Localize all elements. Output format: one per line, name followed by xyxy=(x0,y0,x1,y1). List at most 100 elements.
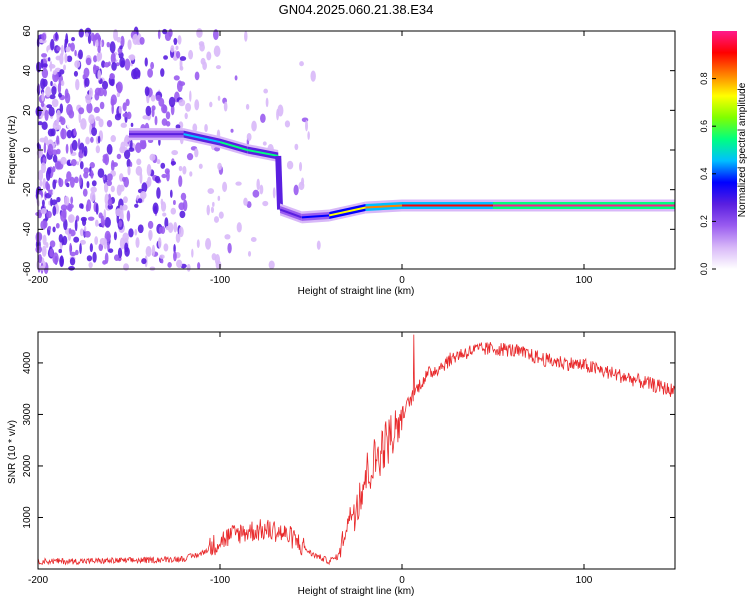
noise-blob xyxy=(162,28,168,35)
noise-blob xyxy=(176,80,183,93)
noise-blob xyxy=(118,220,123,228)
noise-blob xyxy=(164,31,172,42)
spectrogram-marks xyxy=(35,26,675,275)
noise-blob xyxy=(56,196,61,203)
noise-blob xyxy=(182,199,188,212)
noise-blob xyxy=(69,257,76,266)
noise-blob xyxy=(294,143,299,151)
noise-blob xyxy=(78,111,82,124)
noise-blob xyxy=(170,45,175,53)
noise-blob xyxy=(131,68,138,80)
noise-blob xyxy=(88,261,93,269)
noise-blob xyxy=(113,254,120,262)
colorbar-ticks: 0.0 0.2 0.4 0.6 0.8 xyxy=(699,72,716,275)
noise-blob xyxy=(213,216,220,223)
noise-blob xyxy=(299,161,303,172)
noise-blob xyxy=(95,116,101,121)
noise-blob xyxy=(122,232,129,243)
noise-blob xyxy=(80,118,87,130)
noise-blob xyxy=(52,154,58,163)
noise-blob xyxy=(64,196,70,206)
noise-blob xyxy=(97,154,103,162)
noise-blob xyxy=(59,53,64,65)
noise-blob xyxy=(179,210,186,219)
noise-blob xyxy=(152,202,159,215)
noise-blob xyxy=(129,138,133,150)
noise-blob xyxy=(97,45,101,53)
noise-blob xyxy=(41,161,47,174)
noise-blob xyxy=(206,51,212,61)
noise-blob xyxy=(169,189,173,198)
noise-blob xyxy=(125,98,130,107)
noise-blob xyxy=(171,150,179,156)
noise-blob xyxy=(151,105,156,111)
snr-marks xyxy=(37,334,676,566)
colorbar-tick-label: 0.6 xyxy=(699,120,709,133)
noise-blob xyxy=(63,64,66,71)
noise-blob xyxy=(93,55,98,63)
noise-blob xyxy=(236,222,242,233)
noise-blob xyxy=(56,135,60,145)
noise-blob xyxy=(48,64,56,69)
noise-blob xyxy=(175,124,181,130)
noise-blob xyxy=(101,60,106,68)
noise-blob xyxy=(95,145,101,154)
noise-blob xyxy=(71,36,76,42)
noise-blob xyxy=(186,263,191,272)
noise-blob xyxy=(134,228,138,236)
noise-blob xyxy=(170,160,177,166)
noise-blob xyxy=(95,203,99,215)
noise-blob xyxy=(222,181,228,193)
noise-blob xyxy=(103,209,107,221)
noise-blob xyxy=(93,106,100,114)
noise-blob xyxy=(46,210,52,219)
noise-blob xyxy=(119,93,125,102)
noise-blob xyxy=(79,239,86,245)
noise-blob xyxy=(260,113,266,124)
noise-blob xyxy=(73,176,79,184)
noise-blob xyxy=(75,249,79,256)
noise-blob xyxy=(310,70,316,82)
noise-blob xyxy=(42,177,47,190)
noise-blob xyxy=(175,50,181,59)
noise-blob xyxy=(136,158,142,166)
noise-blob xyxy=(90,136,94,143)
noise-blob xyxy=(121,176,127,183)
noise-blob xyxy=(111,61,117,71)
noise-blob xyxy=(89,162,95,169)
snr-y-label: SNR (10 * v/v) xyxy=(7,420,18,484)
y-tick-label: 1000 xyxy=(22,506,33,529)
noise-blob xyxy=(86,199,92,212)
noise-blob xyxy=(59,116,63,122)
y-tick-label: -20 xyxy=(22,182,33,197)
noise-blob xyxy=(307,131,310,140)
noise-blob xyxy=(166,170,170,182)
noise-blob xyxy=(90,186,97,193)
noise-blob xyxy=(47,143,54,156)
noise-blob xyxy=(156,159,161,165)
noise-blob xyxy=(108,61,111,67)
y-tick-label: 3000 xyxy=(22,403,33,426)
noise-blob xyxy=(121,146,128,151)
noise-blob xyxy=(84,32,89,38)
noise-blob xyxy=(107,198,113,207)
noise-blob xyxy=(196,28,203,36)
noise-blob xyxy=(213,45,221,57)
noise-blob xyxy=(140,141,147,150)
noise-blob xyxy=(64,53,68,64)
noise-blob xyxy=(109,41,116,54)
noise-blob xyxy=(43,220,48,229)
x-tick-label: -200 xyxy=(28,275,48,286)
snr-background xyxy=(38,332,675,569)
noise-blob xyxy=(157,29,161,40)
noise-blob xyxy=(256,178,260,191)
noise-blob xyxy=(66,55,73,63)
noise-blob xyxy=(188,49,194,60)
snr-line xyxy=(37,334,676,566)
noise-blob xyxy=(66,117,71,129)
noise-blob xyxy=(119,45,123,50)
noise-blob xyxy=(70,42,75,52)
noise-blob xyxy=(43,142,47,154)
noise-blob xyxy=(124,58,131,71)
